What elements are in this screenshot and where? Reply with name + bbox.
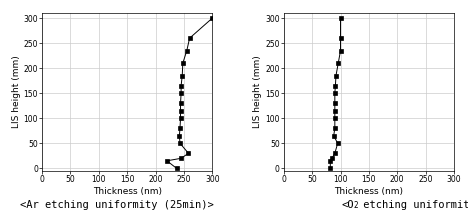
X-axis label: Thickness (nm): Thickness (nm) — [93, 187, 162, 196]
Y-axis label: LIS height (mm): LIS height (mm) — [253, 56, 262, 128]
Text: <O: <O — [342, 200, 354, 210]
X-axis label: Thickness (nm): Thickness (nm) — [334, 187, 403, 196]
Text: 2: 2 — [353, 201, 358, 210]
Text: <Ar etching uniformity (25min)>: <Ar etching uniformity (25min)> — [20, 200, 214, 210]
Text: etching uniformity (25min)>: etching uniformity (25min)> — [357, 200, 468, 210]
Y-axis label: LIS height (mm): LIS height (mm) — [12, 56, 21, 128]
